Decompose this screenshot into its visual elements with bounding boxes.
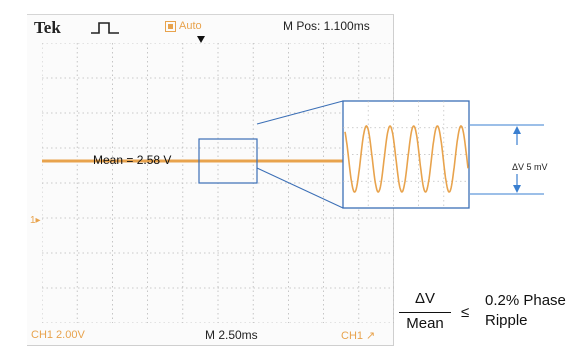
trigger-status-icon <box>165 21 176 32</box>
scope-readout-bar: CH1 2.00V M 2.50ms CH1 ↗ <box>27 327 393 345</box>
zoom-selection-box <box>198 138 258 184</box>
channel-marker: 1▸ <box>30 215 41 226</box>
horizontal-position-readout: M Pos: 1.100ms <box>283 19 370 33</box>
ratio-numerator: ΔV <box>414 290 436 307</box>
ripple-limit: 0.2% Phase Ripple <box>485 292 566 329</box>
zoom-connector-top <box>256 100 344 125</box>
zoom-connector-bottom <box>256 167 344 209</box>
trigger-position-icon <box>197 36 205 43</box>
timebase-readout: M 2.50ms <box>205 328 258 342</box>
zoom-grid <box>343 101 469 208</box>
ratio: ΔV Mean <box>399 290 451 332</box>
ripple-arrowhead-down <box>513 185 521 193</box>
oscilloscope-screen: Tek Auto M Pos: 1.100ms 1▸ Mean = 2.58 V… <box>27 14 394 346</box>
trigger-source-readout: CH1 ↗ <box>341 330 376 342</box>
less-equal-symbol: ≤ <box>461 304 470 321</box>
ripple-amplitude-label: ΔV 5 mV <box>512 162 548 172</box>
ripple-waveform <box>344 125 469 193</box>
ratio-denominator: Mean <box>406 315 444 332</box>
graticule <box>42 43 394 323</box>
pulse-icon <box>91 22 119 34</box>
ripple-arrowhead-up <box>513 126 521 134</box>
channel-scale-readout: CH1 2.00V <box>31 329 85 341</box>
fraction-bar <box>399 312 451 313</box>
scope-status-bar: Tek Auto M Pos: 1.100ms <box>27 15 393 43</box>
trigger-mode: Auto <box>179 20 202 32</box>
ripple-formula: ΔV Mean ≤ 0.2% Phase Ripple <box>399 290 573 350</box>
mean-label: Mean = 2.58 V <box>93 153 172 167</box>
brand-logo: Tek <box>34 18 61 37</box>
